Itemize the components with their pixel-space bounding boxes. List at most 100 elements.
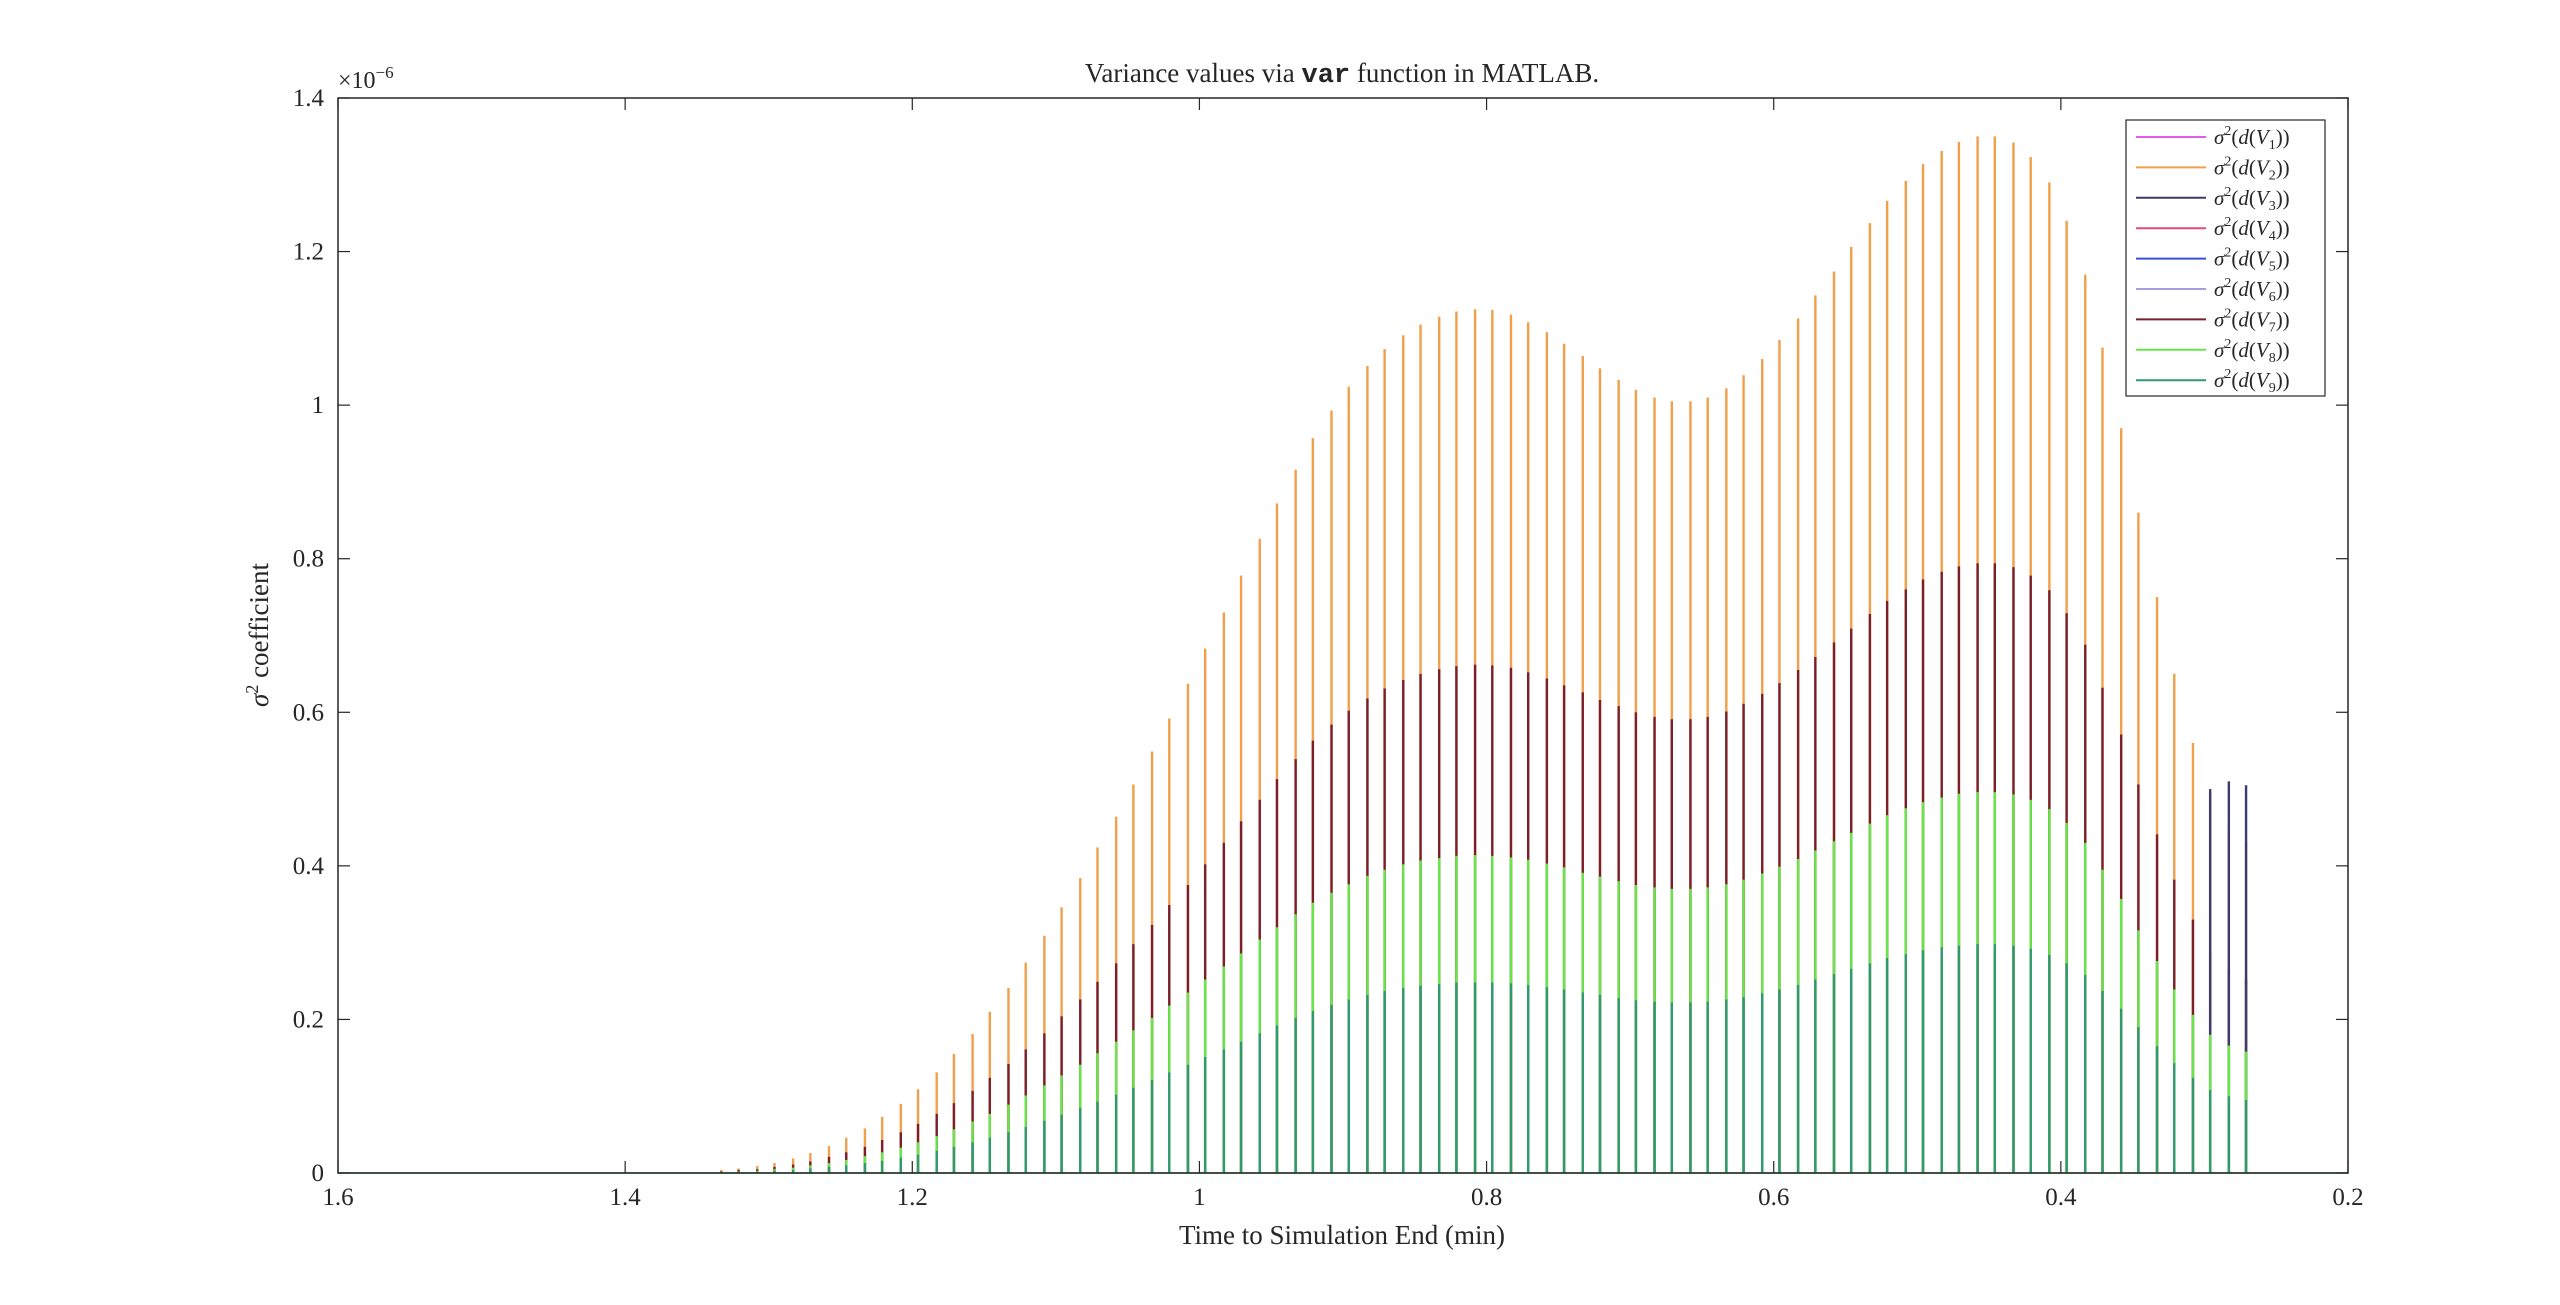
y-tick-label: 0.4 [293, 853, 325, 880]
x-tick-label: 0.6 [1758, 1184, 1789, 1211]
bar [2012, 945, 2015, 1173]
y-tick-label: 1.4 [293, 85, 325, 112]
bar [952, 1146, 956, 1173]
x-tick-label: 0.2 [2332, 1184, 2363, 1211]
bar [1850, 968, 1853, 1173]
bar [791, 1169, 795, 1173]
bar [1706, 1001, 1709, 1173]
y-tick-label: 0.2 [293, 1006, 324, 1033]
series-3-bars [2208, 781, 2248, 1173]
bar [1957, 945, 1961, 1173]
bar [2208, 1090, 2212, 1173]
bar [1562, 989, 1566, 1173]
x-tick-label: 1.4 [610, 1184, 642, 1211]
legend-label: σ2(d(V7)) [2214, 306, 2290, 335]
bar [1509, 983, 1513, 1173]
bar [2155, 1046, 2159, 1173]
bar [1940, 947, 1943, 1173]
legend-label: σ2(d(V1)) [2214, 124, 2290, 153]
bar [1186, 1064, 1190, 1173]
legend-label: σ2(d(V2)) [2214, 154, 2290, 183]
bar [1832, 974, 1836, 1174]
y-tick-label: 1.2 [293, 239, 324, 266]
bar [1132, 1087, 1135, 1173]
bar [971, 1142, 974, 1173]
bar [1402, 987, 1405, 1173]
bar [1581, 992, 1584, 1173]
legend-entry-9: σ2(d(V9)) [2136, 367, 2290, 396]
y-tick-label: 0.6 [293, 699, 324, 726]
bar [756, 1171, 759, 1173]
bar [1366, 994, 1369, 1173]
x-tick-label: 0.4 [2045, 1184, 2077, 1211]
legend-entry-5: σ2(d(V5)) [2136, 246, 2290, 275]
legend-label: σ2(d(V5)) [2214, 246, 2290, 275]
legend-entry-2: σ2(d(V2)) [2136, 154, 2290, 183]
bar [988, 1137, 992, 1173]
bar [1150, 1080, 1154, 1173]
bar [1670, 1002, 1673, 1173]
bar [1778, 989, 1781, 1173]
bar [1024, 1126, 1027, 1173]
bar [1330, 1004, 1333, 1173]
y-tick-label: 0 [312, 1160, 325, 1187]
legend: σ2(d(V1))σ2(d(V2))σ2(d(V3))σ2(d(V4))σ2(d… [2125, 119, 2326, 397]
bar [1455, 982, 1458, 1173]
x-tick-label: 1.6 [322, 1184, 353, 1211]
bar [2084, 974, 2087, 1173]
bar [1634, 1000, 1638, 1173]
x-axis-label: Time to Simulation End (min) [1179, 1220, 1505, 1250]
bar [773, 1170, 776, 1173]
bar [1096, 1101, 1099, 1173]
bar [1473, 982, 1477, 1173]
x-tick-label: 1.2 [897, 1184, 928, 1211]
bar [1347, 999, 1350, 1173]
bar [899, 1157, 902, 1173]
ticks-layer: 1.6 1.4 1.2 1 0.8 0.6 0.4 0.2 0 0.2 0.4 0.6 0.8 1 1.2 1… [293, 85, 2364, 1211]
bar [935, 1150, 938, 1173]
bar [1222, 1049, 1226, 1174]
bar [2029, 948, 2032, 1173]
bar [2065, 963, 2068, 1174]
legend-entry-1: σ2(d(V1)) [2136, 124, 2290, 153]
legend-entry-6: σ2(d(V6)) [2136, 276, 2290, 305]
bar [1796, 984, 1800, 1174]
bar [1761, 993, 1764, 1173]
bar [827, 1166, 831, 1173]
bar [1904, 954, 1907, 1173]
y-tick-label: 0.8 [293, 546, 324, 573]
bar [1653, 1001, 1656, 1173]
bar [2119, 1008, 2123, 1173]
bar [2101, 991, 2104, 1173]
legend-entry-4: σ2(d(V4)) [2136, 215, 2290, 244]
bar [2173, 1063, 2176, 1173]
legend-label: σ2(d(V4)) [2214, 215, 2290, 244]
plot-area-frame [337, 97, 2349, 1174]
y-axis-label: σ2 coefficient [242, 562, 274, 707]
bar [1527, 984, 1530, 1174]
bar [1114, 1094, 1118, 1173]
bar [1617, 997, 1620, 1173]
y-tick-label: 1 [312, 392, 325, 419]
bar [1437, 984, 1441, 1173]
bar [1885, 958, 1889, 1173]
bar [1689, 1002, 1692, 1173]
bar [2191, 1077, 2195, 1173]
bar [1294, 1017, 1297, 1173]
bar [1007, 1132, 1010, 1173]
bar [1311, 1010, 1315, 1173]
bar [2137, 1027, 2140, 1173]
y-exponent-label: ×10−6 [338, 63, 394, 94]
legend-label: σ2(d(V6)) [2214, 276, 2290, 305]
bar [880, 1160, 884, 1173]
bar [2227, 1096, 2231, 1173]
bar [2244, 785, 2248, 1173]
legend-label: σ2(d(V8)) [2214, 337, 2290, 366]
bar [1060, 1114, 1063, 1173]
legend-entry-7: σ2(d(V7)) [2136, 306, 2290, 335]
legend-entry-8: σ2(d(V8)) [2136, 337, 2290, 366]
bar [2048, 954, 2051, 1173]
x-tick-label: 1 [1193, 1184, 1206, 1211]
bar [1079, 1107, 1082, 1173]
